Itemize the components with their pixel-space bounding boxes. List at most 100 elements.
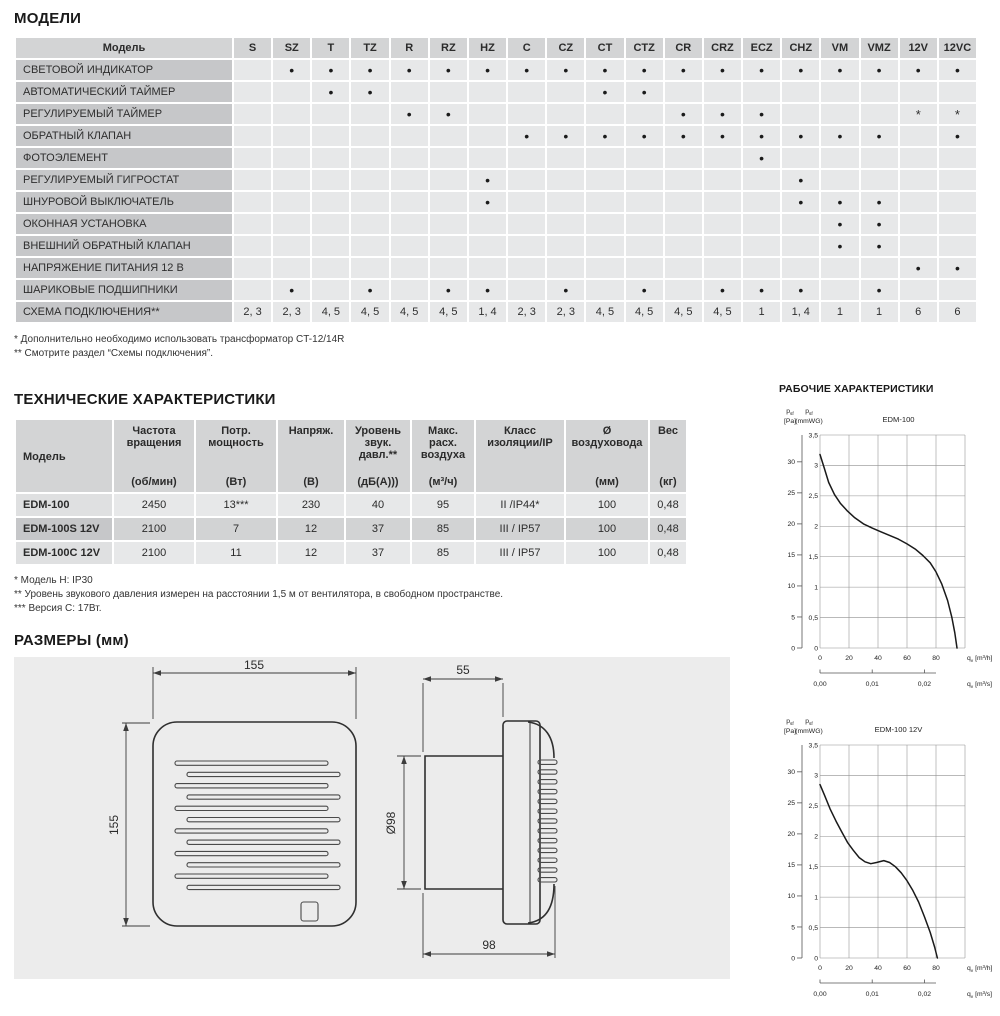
feature-cell: 2, 3 <box>234 302 272 322</box>
feature-dot: • <box>547 280 585 300</box>
dim-front-width: 155 <box>152 658 357 719</box>
feature-dot: • <box>273 60 311 80</box>
feature-dot: • <box>860 192 898 212</box>
feature-cell <box>703 214 742 234</box>
spec-value: 7 <box>196 518 276 540</box>
spec-value: 0,48 <box>650 542 686 564</box>
feature-dot: • <box>664 60 702 80</box>
feature-cell <box>586 258 624 278</box>
feature-cell <box>743 82 781 102</box>
spec-value: 12 <box>278 518 344 540</box>
feature-label: ОБРАТНЫЙ КЛАПАН <box>16 126 232 146</box>
feature-dot: • <box>586 60 624 80</box>
feature-cell <box>586 236 624 256</box>
feature-cell <box>821 170 859 190</box>
feature-cell <box>312 170 350 190</box>
feature-cell <box>312 126 350 146</box>
feature-cell <box>351 192 389 212</box>
feature-dot: • <box>821 192 859 212</box>
feature-dot: • <box>821 214 859 234</box>
tech-footnotes: * Модель H: IP30 ** Уровень звукового дав… <box>14 574 980 616</box>
feature-cell <box>273 148 311 168</box>
svg-text:0,02: 0,02 <box>918 681 931 688</box>
feature-cell: 1, 4 <box>468 302 507 322</box>
svg-text:1,5: 1,5 <box>809 554 819 561</box>
feature-cell <box>547 148 585 168</box>
feature-cell <box>938 192 976 212</box>
dim-label-155-width: 155 <box>244 658 264 672</box>
feature-cell: 4, 5 <box>312 302 350 322</box>
model-column-C: C <box>508 38 546 58</box>
spec-value: 2100 <box>114 518 194 540</box>
tech-col-header: Напряж. (В) <box>278 420 344 492</box>
svg-text:15: 15 <box>787 862 795 869</box>
feature-row: ШНУРОВОЙ ВЫКЛЮЧАТЕЛЬ • • • • <box>16 192 976 212</box>
tech-footnote: *** Версия C: 17Вт. <box>14 603 102 614</box>
feature-asterisk: * <box>938 104 976 124</box>
feature-dot: • <box>273 280 311 300</box>
tech-spec-row: EDM-100S 12V 2100 7 12 37 85 III / IP57 100 0,48 <box>16 518 686 540</box>
feature-cell <box>547 214 585 234</box>
spec-value: 2100 <box>114 542 194 564</box>
feature-cell <box>547 258 585 278</box>
svg-text:qv [m³/s]: qv [m³/s] <box>967 681 992 690</box>
feature-dot: • <box>429 104 467 124</box>
feature-cell <box>860 82 898 102</box>
svg-text:0,02: 0,02 <box>918 991 931 998</box>
feature-cell <box>782 236 820 256</box>
svg-text:1: 1 <box>814 584 818 591</box>
feature-cell <box>508 236 546 256</box>
feature-cell <box>429 82 467 102</box>
feature-cell <box>390 214 428 234</box>
svg-text:0: 0 <box>814 955 818 962</box>
svg-text:2: 2 <box>814 834 818 841</box>
dim-total-depth: 98 <box>422 886 556 958</box>
svg-text:0,00: 0,00 <box>813 681 826 688</box>
model-column-T: T <box>312 38 350 58</box>
svg-text:5: 5 <box>791 614 795 621</box>
feature-cell <box>273 126 311 146</box>
side-view-drawing: 55 Ø98 <box>384 663 558 958</box>
model-column-TZ: TZ <box>351 38 389 58</box>
svg-text:[Pa]: [Pa] <box>784 728 796 735</box>
feature-cell <box>743 192 781 212</box>
model-column-SZ: SZ <box>273 38 311 58</box>
svg-text:0: 0 <box>791 645 795 652</box>
svg-text:10: 10 <box>787 893 795 900</box>
spec-value: III / IP57 <box>476 542 564 564</box>
feature-cell <box>508 192 546 212</box>
tech-footnote: ** Уровень звукового давления измерен на… <box>14 589 504 600</box>
feature-cell <box>938 236 976 256</box>
spec-value: 11 <box>196 542 276 564</box>
charts-section-title: РАБОЧИЕ ХАРАКТЕРИСТИКИ <box>779 383 934 395</box>
svg-text:30: 30 <box>787 769 795 776</box>
tech-col-header: Потр. мощность (Вт) <box>196 420 276 492</box>
model-column-R: R <box>390 38 428 58</box>
model-column-RZ: RZ <box>429 38 467 58</box>
feature-cell <box>234 192 272 212</box>
feature-cell <box>508 214 546 234</box>
feature-label: НАПРЯЖЕНИЕ ПИТАНИЯ 12 В <box>16 258 232 278</box>
feature-dot: • <box>938 60 976 80</box>
svg-text:3: 3 <box>814 463 818 470</box>
models-footnote: ** Смотрите раздел “Схемы подключения”. <box>14 348 214 359</box>
feature-cell <box>782 258 820 278</box>
svg-text:0,5: 0,5 <box>809 615 819 622</box>
model-column-CRZ: CRZ <box>703 38 742 58</box>
feature-cell <box>508 82 546 102</box>
feature-dot: • <box>508 60 546 80</box>
svg-text:1,5: 1,5 <box>809 864 819 871</box>
svg-text:(mmWG): (mmWG) <box>795 418 823 425</box>
feature-row: РЕГУЛИРУЕМЫЙ ТАЙМЕР • • • • • * * <box>16 104 976 124</box>
feature-dot: • <box>782 60 820 80</box>
feature-cell <box>508 104 546 124</box>
spec-value: II /IP44* <box>476 494 564 516</box>
feature-label: ШАРИКОВЫЕ ПОДШИПНИКИ <box>16 280 232 300</box>
svg-text:[Pa]: [Pa] <box>784 418 796 425</box>
dim-label-98: 98 <box>482 938 496 952</box>
feature-dot: • <box>860 280 898 300</box>
feature-row: ОКОННАЯ УСТАНОВКА • • <box>16 214 976 234</box>
feature-cell <box>821 148 859 168</box>
svg-text:20: 20 <box>845 655 853 662</box>
feature-cell <box>938 280 976 300</box>
